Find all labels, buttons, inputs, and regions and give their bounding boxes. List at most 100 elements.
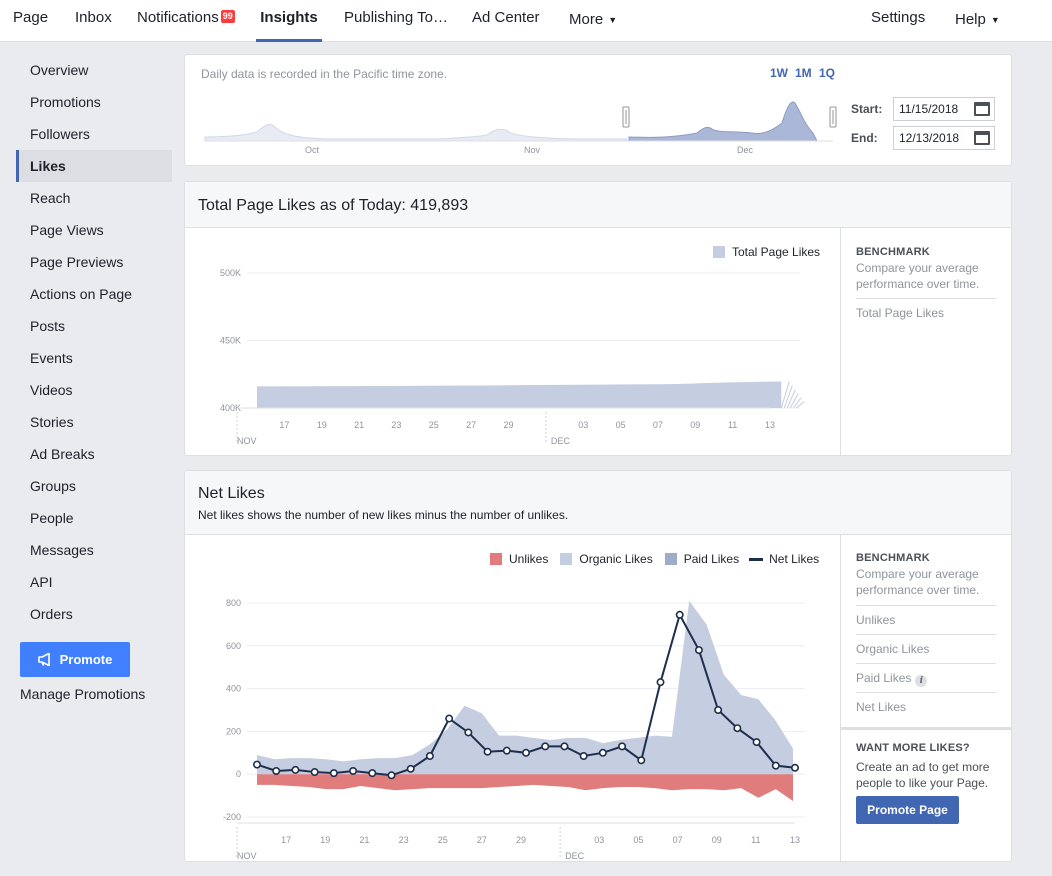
sidebar-item-videos[interactable]: Videos xyxy=(30,382,73,398)
x-tick-label: 13 xyxy=(765,420,775,430)
benchmark-item-unlikes[interactable]: Unlikes xyxy=(856,605,996,634)
sidebar-item-followers[interactable]: Followers xyxy=(30,126,90,142)
timeline-brush[interactable]: Oct Nov Dec xyxy=(197,95,837,155)
start-date-label: Start: xyxy=(851,102,883,116)
sidebar-item-groups[interactable]: Groups xyxy=(30,478,76,494)
net-likes-point xyxy=(656,678,665,687)
sidebar-item-posts[interactable]: Posts xyxy=(30,318,66,334)
end-date-input[interactable] xyxy=(893,126,995,150)
sidebar-item-messages[interactable]: Messages xyxy=(30,542,94,558)
info-icon[interactable]: i xyxy=(915,675,928,687)
nav-tab-settings[interactable]: Settings xyxy=(871,9,926,26)
end-date-label: End: xyxy=(851,131,878,145)
nav-tab-publishing-tools[interactable]: Publishing To… xyxy=(344,9,448,26)
y-tick-label: 450K xyxy=(220,336,241,346)
sidebar-item-promotions[interactable]: Promotions xyxy=(30,94,101,110)
sidebar-item-likes[interactable]: Likes xyxy=(16,150,172,182)
benchmark-item-total-page-likes[interactable]: Total Page Likes xyxy=(856,298,996,327)
x-tick-label: 07 xyxy=(653,420,663,430)
range-1q-button[interactable]: 1Q xyxy=(819,66,836,80)
want-more-likes-panel: WANT MORE LIKES? Create an ad to get mor… xyxy=(840,727,1011,861)
benchmark-item-net-likes[interactable]: Net Likes xyxy=(856,692,996,721)
net-likes-point xyxy=(406,764,415,773)
x-tick-label: 27 xyxy=(477,835,487,845)
sidebar-item-people[interactable]: People xyxy=(30,510,74,526)
nav-tab-inbox[interactable]: Inbox xyxy=(75,9,112,26)
y-tick-label: 600 xyxy=(226,641,241,651)
net-likes-point xyxy=(714,706,723,715)
total-likes-legend[interactable]: Total Page Likes xyxy=(713,245,820,259)
x-tick-label: 17 xyxy=(279,420,289,430)
range-1m-button[interactable]: 1M xyxy=(795,66,812,80)
calendar-icon[interactable] xyxy=(974,131,990,145)
timeline-month-oct: Oct xyxy=(305,145,320,155)
legend-label-net-likes[interactable]: Net Likes xyxy=(769,552,820,566)
range-1w-button[interactable]: 1W xyxy=(770,66,788,80)
x-tick-label: 11 xyxy=(728,420,737,430)
net-likes-point xyxy=(329,769,338,778)
x-tick-label: 25 xyxy=(438,835,448,845)
net-likes-point xyxy=(675,610,684,619)
sidebar-item-ad-breaks[interactable]: Ad Breaks xyxy=(30,446,95,462)
legend-swatch-net-likes xyxy=(749,557,764,561)
x-tick-label: 09 xyxy=(690,420,700,430)
benchmark-item-paid-likes[interactable]: Paid Likes i xyxy=(856,663,996,692)
partial-day-hatch xyxy=(789,393,799,409)
start-date-input[interactable] xyxy=(893,97,995,121)
net-likes-title: Net Likes xyxy=(198,485,265,502)
net-likes-point xyxy=(464,728,473,737)
benchmark-item-organic-likes[interactable]: Organic Likes xyxy=(856,634,996,663)
y-tick-label: 500K xyxy=(220,268,241,278)
sidebar-item-events[interactable]: Events xyxy=(30,350,73,366)
sidebar-item-stories[interactable]: Stories xyxy=(30,414,74,430)
sidebar-item-orders[interactable]: Orders xyxy=(30,606,73,622)
net-likes-point xyxy=(771,761,780,770)
sidebar-item-page-views[interactable]: Page Views xyxy=(30,222,104,238)
legend-swatch-unlikes xyxy=(490,553,502,565)
x-tick-label: 05 xyxy=(616,420,626,430)
net-likes-point xyxy=(253,760,262,769)
nav-tab-page[interactable]: Page xyxy=(13,9,49,26)
net-likes-point xyxy=(790,763,799,772)
net-likes-point xyxy=(541,742,550,751)
nav-tab-insights[interactable]: Insights xyxy=(256,0,322,42)
legend-label-unlikes[interactable]: Unlikes xyxy=(509,552,549,566)
total-likes-header: Total Page Likes as of Today: 419,893 xyxy=(185,182,1011,228)
net-likes-point xyxy=(310,768,319,777)
legend-label-paid-likes[interactable]: Paid Likes xyxy=(683,552,740,566)
total-likes-benchmark-panel: BENCHMARK Compare your average performan… xyxy=(840,228,1011,455)
net-likes-point xyxy=(733,724,742,733)
sidebar-item-reach[interactable]: Reach xyxy=(30,190,71,206)
legend-label-total-likes: Total Page Likes xyxy=(732,245,821,259)
benchmark-description: Compare your average performance over ti… xyxy=(856,261,980,291)
x-tick-label: 03 xyxy=(578,420,588,430)
promote-page-button[interactable]: Promote Page xyxy=(856,796,959,824)
total-likes-chart: 400K 450K 500K 17 19 21 23 25 27 29 03 05 07 09 11 13 NO… xyxy=(220,268,805,446)
net-likes-header: Net Likes Net likes shows the number of … xyxy=(185,471,1011,535)
nav-tab-help[interactable]: Help ▼ xyxy=(955,2,1000,44)
sidebar-item-api[interactable]: API xyxy=(30,574,53,590)
organic-likes-area xyxy=(257,600,793,775)
timeline-month-dec: Dec xyxy=(737,145,754,155)
sidebar-item-actions-on-page[interactable]: Actions on Page xyxy=(30,286,132,302)
x-month-label: DEC xyxy=(565,851,585,861)
sidebar-item-overview[interactable]: Overview xyxy=(30,62,89,78)
legend-label-organic-likes[interactable]: Organic Likes xyxy=(579,552,653,566)
partial-day-hatch xyxy=(795,401,805,409)
nav-tab-notifications[interactable]: Notifications 99 xyxy=(137,0,235,42)
manage-promotions-link[interactable]: Manage Promotions xyxy=(20,686,146,702)
sidebar-item-page-previews[interactable]: Page Previews xyxy=(30,254,124,270)
partial-day-hatch xyxy=(780,381,790,409)
promote-button[interactable]: Promote xyxy=(20,642,130,677)
nav-tab-ad-center[interactable]: Ad Center xyxy=(472,9,540,26)
nav-tab-more[interactable]: More ▼ xyxy=(569,2,617,44)
calendar-icon[interactable] xyxy=(974,102,990,116)
nav-tab-notifications-label: Notifications xyxy=(137,9,219,26)
x-month-label: NOV xyxy=(237,436,257,446)
total-page-likes-card: Total Page Likes as of Today: 419,893 To… xyxy=(184,181,1012,456)
net-likes-point xyxy=(368,769,377,778)
benchmark-item-paid-likes-label: Paid Likes xyxy=(856,671,912,685)
timezone-note: Daily data is recorded in the Pacific ti… xyxy=(201,67,448,81)
total-likes-value: 419,893 xyxy=(410,197,469,214)
net-likes-subtitle: Net likes shows the number of new likes … xyxy=(198,508,569,522)
